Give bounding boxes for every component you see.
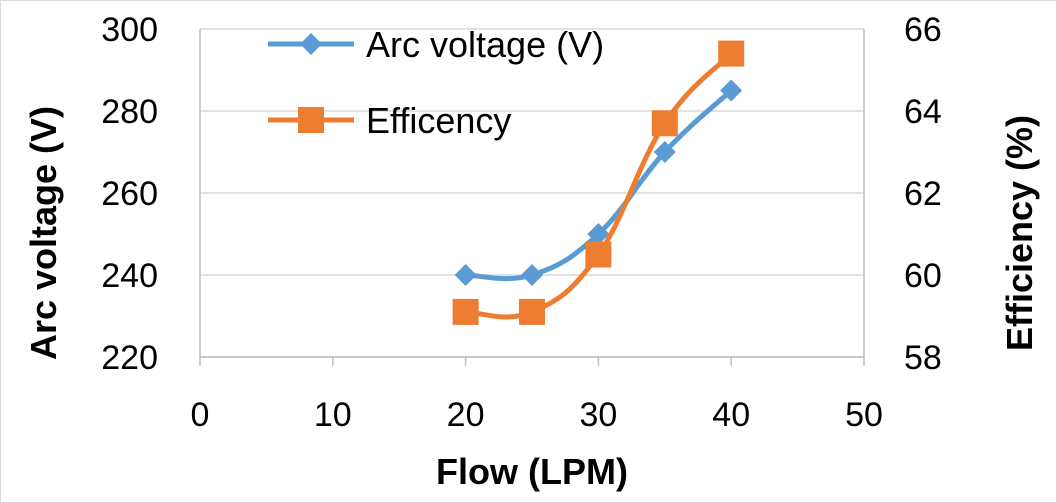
axes [199,29,865,366]
legend-marker-efficiency [298,107,324,133]
y-right-tick-label: 58 [904,339,942,377]
x-tick-label: 50 [845,396,883,434]
y-right-tick-label: 62 [904,175,942,213]
y-left-tick-label: 280 [101,93,158,131]
y-right-tick-labels: 58 60 62 64 66 [904,11,942,377]
y-left-tick-label: 220 [101,339,158,377]
data-point-arc-voltage [720,79,743,102]
y-right-tick-label: 60 [904,257,942,295]
y-right-tick-label: 64 [904,93,942,131]
y-left-tick-label: 240 [101,257,158,295]
data-point-arc-voltage [587,223,610,245]
y-right-tick-label: 66 [904,11,942,49]
x-tick-label: 40 [712,396,750,434]
legend: Arc voltage (V) Efficency [268,24,604,141]
x-tick-labels: 0 10 20 30 40 50 [191,396,883,434]
x-tick-label: 20 [447,396,485,434]
data-point-arc-voltage [521,264,543,286]
data-point-efficiency [452,298,479,325]
y-right-axis-title: Efficiency (%) [999,115,1040,351]
x-tick-label: 10 [314,396,352,434]
data-point-arc-voltage [454,264,477,286]
data-point-efficiency [585,241,612,268]
x-tick-label: 30 [579,396,617,434]
y-left-tick-label: 260 [101,175,158,213]
y-left-tick-labels: 220 240 260 280 300 [101,11,158,377]
data-point-arc-voltage [653,141,676,163]
legend-marker-arc-voltage [300,33,322,55]
data-point-efficiency [519,298,545,325]
data-point-efficiency [718,40,745,67]
data-point-efficiency [651,110,678,137]
legend-label-arc-voltage: Arc voltage (V) [366,24,604,65]
y-left-tick-label: 300 [101,11,158,49]
x-tick-label: 0 [191,396,210,434]
y-left-axis-title: Arc voltage (V) [23,106,64,360]
series-group [452,40,745,325]
legend-label-efficiency: Efficency [366,100,511,141]
x-axis-title: Flow (LPM) [436,451,628,492]
